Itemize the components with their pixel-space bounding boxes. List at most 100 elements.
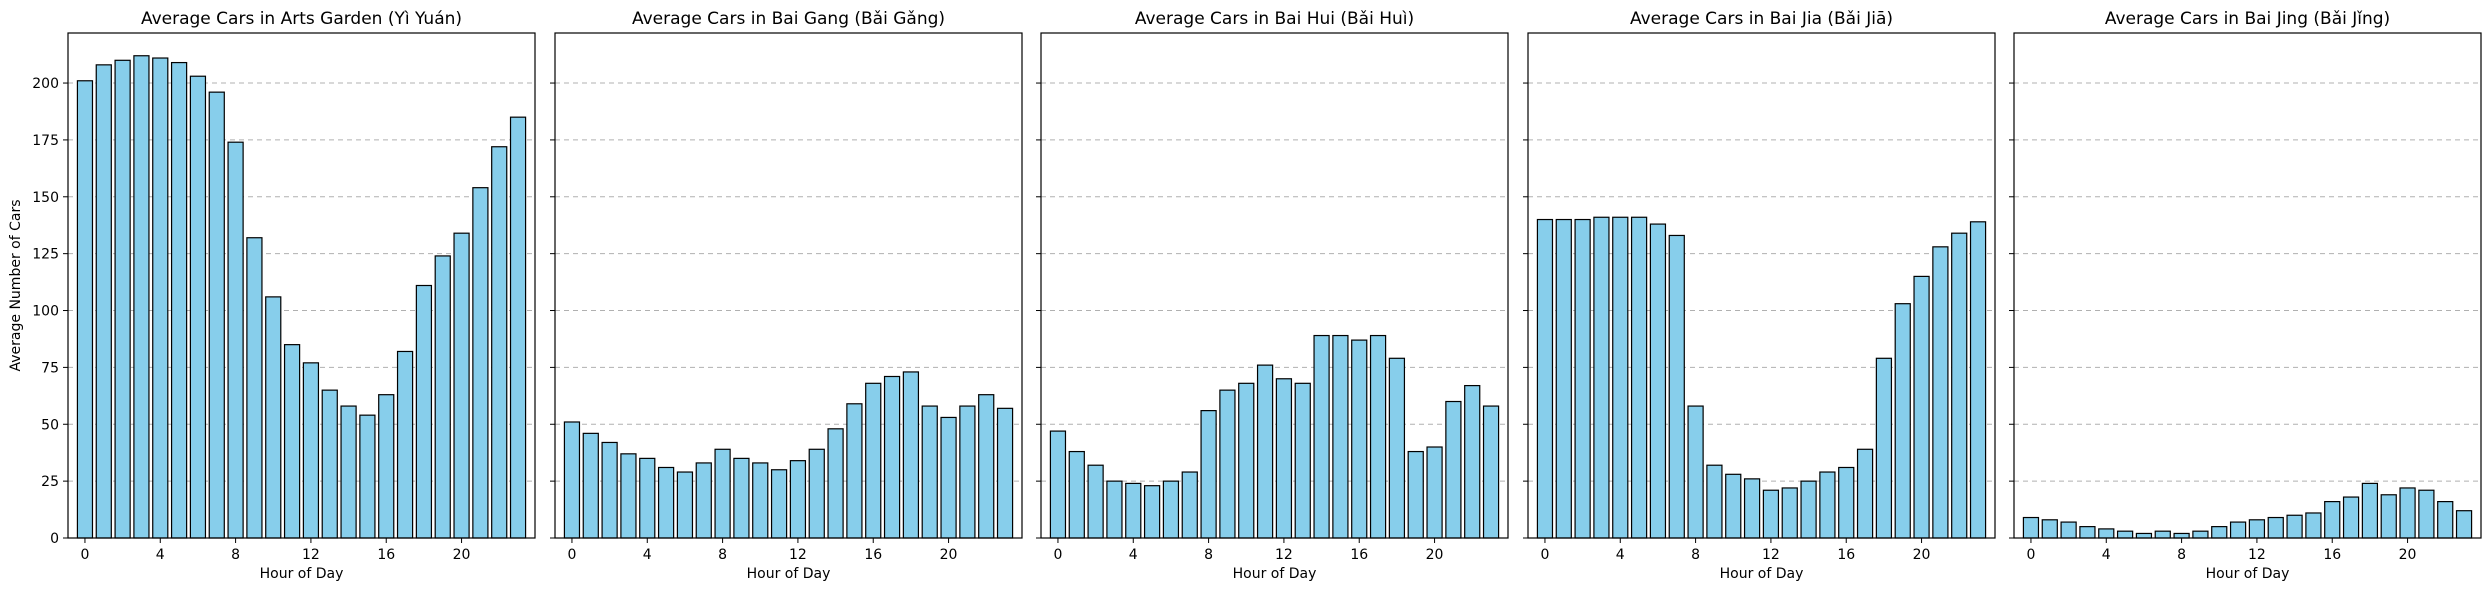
- bar-hour-20: [453, 232, 470, 539]
- chart-panel-3: 0 4 8 12 16 20 Average Cars in Bai Hui (Bǎi Hu…: [1036, 9, 1509, 582]
- bar-hour-8: [1200, 410, 1217, 539]
- bar-hour-6: [1162, 480, 1180, 539]
- bar-hour-11: [770, 469, 788, 539]
- bar-hour-4: [2098, 528, 2115, 539]
- bar-hour-9: [246, 237, 263, 539]
- chart-title: Average Cars in Bai Jing (Bǎi Jǐng): [2105, 9, 2390, 29]
- bar-hour-23: [2455, 510, 2473, 539]
- x-tick-label: 16: [2323, 547, 2341, 563]
- bar-hour-3: [1593, 216, 1610, 539]
- x-tick-label: 0: [1540, 547, 1549, 563]
- bar-hour-9: [1219, 389, 1236, 539]
- bar-hour-6: [189, 75, 207, 539]
- x-tick-label: 8: [1691, 547, 1700, 563]
- bar-hour-10: [1238, 382, 1255, 539]
- axes-frame: [1040, 32, 1509, 539]
- x-tick-label: 16: [1350, 547, 1368, 563]
- bar-hour-0: [563, 421, 581, 539]
- bar-hour-12: [302, 362, 320, 539]
- bar-hour-22: [978, 394, 995, 539]
- bar-hour-1: [95, 64, 112, 539]
- bar-hour-16: [1838, 466, 1855, 539]
- bar-hour-12: [2248, 519, 2266, 539]
- chart-panel-5: 0 4 8 12 16 20 Average Cars in Bai Jing (Bǎi J…: [2009, 9, 2482, 582]
- chart-title: Average Cars in Bai Gang (Bǎi Gǎng): [632, 9, 945, 29]
- bar-hour-14: [827, 428, 844, 539]
- bar-hour-18: [1875, 357, 1893, 539]
- bar-hour-19: [921, 405, 938, 539]
- bar-hour-16: [2324, 501, 2341, 539]
- bar-hour-20: [1426, 446, 1443, 539]
- bar-hour-11: [283, 344, 301, 539]
- bar-hour-13: [1294, 382, 1311, 539]
- bar-hour-15: [2305, 512, 2322, 539]
- y-tick-label: 50: [41, 417, 59, 433]
- bar-hour-2: [114, 59, 131, 539]
- bar-hour-19: [2380, 494, 2397, 539]
- x-tick-label: 8: [718, 547, 727, 563]
- bar-hour-17: [1856, 448, 1874, 539]
- x-tick-label: 12: [1275, 547, 1293, 563]
- bar-hour-18: [902, 371, 920, 539]
- bar-hour-12: [789, 460, 807, 539]
- x-tick-label: 12: [302, 547, 320, 563]
- x-tick-label: 20: [2399, 547, 2417, 563]
- bar-hour-10: [2211, 526, 2228, 539]
- x-tick-label: 16: [1837, 547, 1855, 563]
- bar-hour-14: [340, 405, 357, 539]
- bar-hour-2: [1087, 464, 1104, 539]
- bar-hour-21: [959, 405, 976, 539]
- bar-hour-14: [1313, 334, 1330, 539]
- x-tick-label: 8: [1204, 547, 1213, 563]
- y-tick-label: 100: [32, 304, 59, 320]
- x-tick-label: 16: [864, 547, 882, 563]
- chart-panel-2: 0 4 8 12 16 20 Average Cars in Bai Gang (Bǎi G…: [550, 9, 1023, 582]
- x-axis-label: Hour of Day: [260, 566, 344, 582]
- x-tick-label: 8: [231, 547, 240, 563]
- axes-frame: [1527, 32, 1996, 539]
- bar-hour-21: [2418, 489, 2435, 539]
- bar-hour-21: [1932, 246, 1949, 539]
- bar-hour-3: [620, 453, 637, 539]
- x-tick-label: 4: [1616, 547, 1625, 563]
- bar-hour-7: [1668, 234, 1685, 539]
- x-tick-label: 20: [453, 547, 471, 563]
- bar-hour-5: [1630, 216, 1648, 539]
- bar-hour-20: [2399, 487, 2416, 539]
- x-axis-label: Hour of Day: [1233, 566, 1317, 582]
- bar-hour-6: [676, 471, 694, 539]
- bar-hour-8: [2173, 532, 2190, 539]
- bar-hour-20: [1913, 275, 1930, 539]
- bar-hour-8: [227, 141, 244, 539]
- bar-hour-7: [2154, 530, 2171, 539]
- bar-hour-14: [1800, 480, 1817, 539]
- bar-hour-18: [415, 284, 433, 539]
- bar-hour-23: [509, 116, 527, 539]
- bar-hour-16: [1351, 339, 1368, 539]
- y-tick-label: 125: [32, 247, 59, 263]
- x-tick-label: 0: [567, 547, 576, 563]
- bar-hour-6: [1649, 223, 1667, 539]
- bar-hour-8: [714, 448, 731, 539]
- bar-hour-15: [1332, 334, 1349, 539]
- bar-hour-22: [1464, 384, 1481, 539]
- x-tick-label: 12: [2248, 547, 2266, 563]
- x-tick-label: 4: [1129, 547, 1138, 563]
- bar-hour-9: [2192, 530, 2209, 539]
- y-tick-label: 175: [32, 133, 59, 149]
- bar-hour-2: [2060, 521, 2077, 539]
- bar-hour-18: [1388, 357, 1406, 539]
- chart-panel-1: 0 25 50 75 100 125 150 175 200 0 4 8 12 16 20 Average C…: [8, 9, 536, 582]
- x-tick-label: 0: [2026, 547, 2035, 563]
- x-tick-label: 12: [789, 547, 807, 563]
- y-tick-label: 150: [32, 190, 59, 206]
- bar-hour-19: [1407, 450, 1424, 539]
- y-tick-label: 25: [41, 474, 59, 490]
- x-axis-label: Hour of Day: [1720, 566, 1804, 582]
- bar-hour-13: [808, 448, 825, 539]
- x-tick-label: 4: [643, 547, 652, 563]
- bar-hour-18: [2361, 482, 2379, 539]
- bar-hour-22: [491, 146, 508, 539]
- x-tick-label: 20: [1426, 547, 1444, 563]
